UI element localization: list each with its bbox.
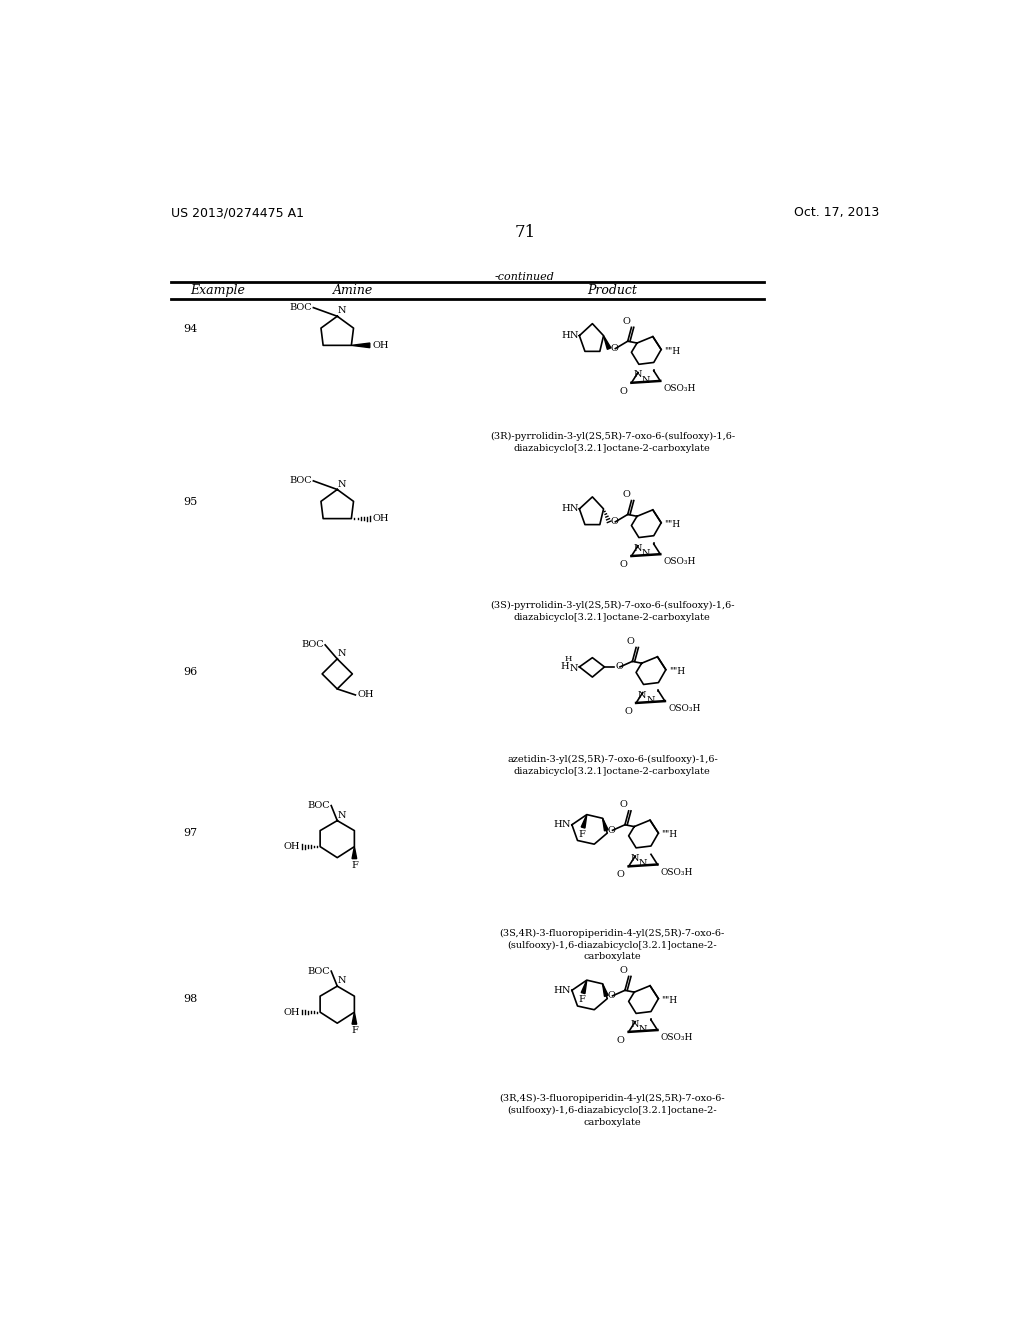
Text: H: H <box>561 663 569 672</box>
Text: US 2013/0274475 A1: US 2013/0274475 A1 <box>171 206 304 219</box>
Text: OSO₃H: OSO₃H <box>660 1034 693 1041</box>
Polygon shape <box>352 846 356 858</box>
Text: N: N <box>338 810 346 820</box>
Text: ""H: ""H <box>665 520 680 529</box>
Text: H: H <box>564 655 571 663</box>
Text: H: H <box>553 986 562 995</box>
Text: Oct. 17, 2013: Oct. 17, 2013 <box>794 206 879 219</box>
Text: H: H <box>561 504 570 513</box>
Polygon shape <box>603 335 611 350</box>
Text: N: N <box>639 859 647 869</box>
Text: OSO₃H: OSO₃H <box>664 384 695 393</box>
Text: ""H: ""H <box>665 347 680 355</box>
Text: 71: 71 <box>514 224 536 240</box>
Text: OSO₃H: OSO₃H <box>668 704 700 713</box>
Polygon shape <box>352 1012 356 1024</box>
Text: N: N <box>642 376 650 384</box>
Text: O: O <box>608 826 615 834</box>
Text: O: O <box>620 966 627 975</box>
Text: O: O <box>622 490 630 499</box>
Text: O: O <box>616 1036 625 1044</box>
Text: OSO₃H: OSO₃H <box>660 867 693 876</box>
Text: N: N <box>631 854 639 863</box>
Text: BOC: BOC <box>307 801 330 810</box>
Text: ""H: ""H <box>669 667 685 676</box>
Text: azetidin-3-yl(2S,5R)-7-oxo-6-(sulfooxy)-1,6-
diazabicyclo[3.2.1]octane-2-carboxy: azetidin-3-yl(2S,5R)-7-oxo-6-(sulfooxy)-… <box>507 755 718 776</box>
Text: O: O <box>620 387 628 396</box>
Text: 97: 97 <box>183 829 197 838</box>
Text: N: N <box>639 1024 647 1034</box>
Polygon shape <box>582 981 587 994</box>
Text: OH: OH <box>372 513 389 523</box>
Polygon shape <box>351 343 370 347</box>
Text: F: F <box>579 995 585 1005</box>
Text: N: N <box>569 331 578 341</box>
Text: H: H <box>561 331 570 341</box>
Text: O: O <box>610 345 618 352</box>
Text: N: N <box>646 696 654 705</box>
Text: BOC: BOC <box>289 477 312 486</box>
Text: O: O <box>622 317 630 326</box>
Text: O: O <box>615 663 624 672</box>
Text: F: F <box>351 861 357 870</box>
Text: F: F <box>351 1027 357 1035</box>
Text: F: F <box>579 830 585 838</box>
Text: O: O <box>625 706 632 715</box>
Text: BOC: BOC <box>307 966 330 975</box>
Text: N: N <box>642 549 650 558</box>
Text: (3R,4S)-3-fluoropiperidin-4-yl(2S,5R)-7-oxo-6-
(sulfooxy)-1,6-diazabicyclo[3.2.1: (3R,4S)-3-fluoropiperidin-4-yl(2S,5R)-7-… <box>500 1094 725 1127</box>
Text: ""H: ""H <box>662 830 678 840</box>
Text: O: O <box>616 870 625 879</box>
Text: N: N <box>562 820 570 829</box>
Text: Amine: Amine <box>333 284 373 297</box>
Text: N: N <box>338 649 346 659</box>
Text: O: O <box>620 800 627 809</box>
Text: 98: 98 <box>183 994 198 1003</box>
Text: 95: 95 <box>183 498 198 507</box>
Text: (3R)-pyrrolidin-3-yl(2S,5R)-7-oxo-6-(sulfooxy)-1,6-
diazabicyclo[3.2.1]octane-2-: (3R)-pyrrolidin-3-yl(2S,5R)-7-oxo-6-(sul… <box>489 432 735 453</box>
Text: O: O <box>608 991 615 1001</box>
Text: H: H <box>553 820 562 829</box>
Text: BOC: BOC <box>289 304 312 312</box>
Text: N: N <box>633 544 642 553</box>
Text: N: N <box>631 1019 639 1028</box>
Text: Product: Product <box>588 284 637 297</box>
Polygon shape <box>582 814 587 828</box>
Text: N: N <box>633 371 642 379</box>
Polygon shape <box>602 818 608 830</box>
Text: OH: OH <box>284 842 300 851</box>
Text: N: N <box>562 986 570 995</box>
Text: Example: Example <box>190 284 245 297</box>
Text: OH: OH <box>372 341 389 350</box>
Text: -continued: -continued <box>495 272 555 282</box>
Text: (3S)-pyrrolidin-3-yl(2S,5R)-7-oxo-6-(sulfooxy)-1,6-
diazabicyclo[3.2.1]octane-2-: (3S)-pyrrolidin-3-yl(2S,5R)-7-oxo-6-(sul… <box>490 601 734 622</box>
Text: N: N <box>338 306 346 315</box>
Text: O: O <box>627 638 635 645</box>
Polygon shape <box>602 983 608 997</box>
Text: O: O <box>620 560 628 569</box>
Text: N: N <box>338 479 346 488</box>
Text: (3S,4R)-3-fluoropiperidin-4-yl(2S,5R)-7-oxo-6-
(sulfooxy)-1,6-diazabicyclo[3.2.1: (3S,4R)-3-fluoropiperidin-4-yl(2S,5R)-7-… <box>500 928 725 961</box>
Text: N: N <box>569 504 578 513</box>
Text: 94: 94 <box>183 323 198 334</box>
Text: OH: OH <box>284 1007 300 1016</box>
Text: OH: OH <box>357 690 374 700</box>
Text: 96: 96 <box>183 667 198 677</box>
Text: N: N <box>338 977 346 985</box>
Text: ""H: ""H <box>662 995 678 1005</box>
Text: OSO₃H: OSO₃H <box>664 557 695 566</box>
Text: N: N <box>638 690 646 700</box>
Text: BOC: BOC <box>301 640 324 649</box>
Text: N: N <box>569 664 578 673</box>
Text: O: O <box>610 517 618 527</box>
